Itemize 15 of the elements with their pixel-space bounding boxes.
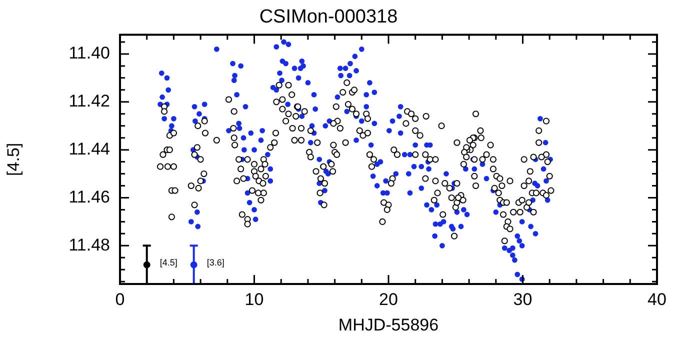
x-tick-label: 10: [244, 290, 264, 309]
x-axis-title: MHJD-55896: [338, 315, 439, 334]
y-tick-label: 11.48: [68, 235, 110, 254]
y-tick-label: 11.44: [68, 140, 110, 159]
chart-title: CSIMon-000318: [259, 6, 398, 28]
y-tick-label: 11.40: [68, 44, 110, 63]
x-tick-label: 0: [115, 290, 125, 309]
series-label: [4.5]: [160, 257, 178, 268]
series-label: [3.6]: [206, 257, 224, 268]
x-tick-label: 30: [513, 290, 532, 309]
y-tick-label: 11.46: [68, 187, 110, 206]
x-tick-label: 20: [379, 290, 398, 309]
y-tick-label: 11.42: [68, 92, 110, 111]
y-axis-title: [4.5]: [4, 142, 23, 176]
x-tick-label: 40: [648, 290, 666, 309]
